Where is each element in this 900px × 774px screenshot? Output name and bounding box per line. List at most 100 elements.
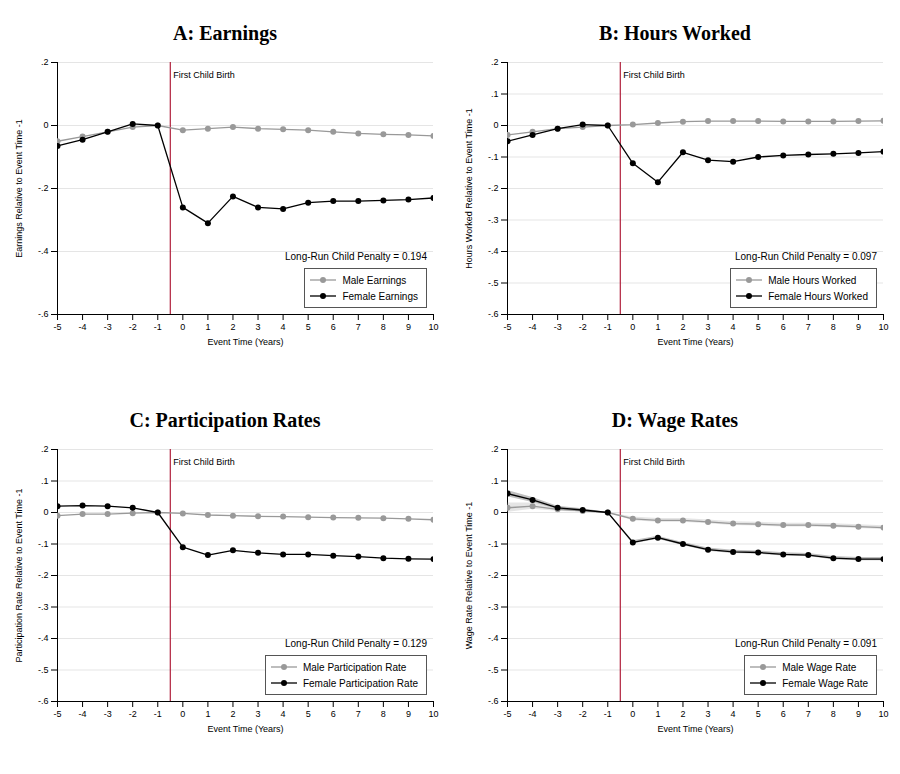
svg-text:-2: -2 (579, 709, 587, 719)
svg-text:5: 5 (756, 709, 761, 719)
svg-text:-2: -2 (129, 709, 137, 719)
svg-text:-.5: -.5 (488, 278, 499, 288)
svg-text:.1: .1 (491, 476, 499, 486)
svg-text:-3: -3 (104, 709, 112, 719)
svg-text:Wage Rate Relative to Event Ti: Wage Rate Relative to Event Time -1 (464, 502, 474, 650)
svg-text:0: 0 (180, 322, 185, 332)
svg-text:4: 4 (731, 709, 736, 719)
svg-text:8: 8 (381, 322, 386, 332)
svg-text:-.2: -.2 (38, 570, 49, 580)
svg-text:-1: -1 (604, 709, 612, 719)
svg-text:-.6: -.6 (38, 309, 49, 319)
svg-text:2: 2 (230, 322, 235, 332)
svg-text:-5: -5 (503, 322, 511, 332)
svg-text:-.5: -.5 (488, 665, 499, 675)
svg-text:.1: .1 (41, 476, 49, 486)
svg-text:First Child Birth: First Child Birth (623, 70, 685, 80)
svg-text:-3: -3 (554, 322, 562, 332)
svg-text:4: 4 (281, 322, 286, 332)
svg-text:-5: -5 (503, 709, 511, 719)
svg-text:.2: .2 (491, 444, 499, 454)
svg-text:9: 9 (856, 322, 861, 332)
svg-text:-1: -1 (154, 709, 162, 719)
svg-text:0: 0 (180, 709, 185, 719)
svg-text:10: 10 (428, 322, 438, 332)
svg-text:2: 2 (230, 709, 235, 719)
svg-text:3: 3 (256, 709, 261, 719)
svg-text:7: 7 (806, 709, 811, 719)
svg-text:9: 9 (406, 709, 411, 719)
svg-text:3: 3 (256, 322, 261, 332)
svg-text:5: 5 (306, 709, 311, 719)
svg-text:6: 6 (331, 709, 336, 719)
svg-text:2: 2 (680, 709, 685, 719)
svg-text:3: 3 (706, 322, 711, 332)
svg-text:-5: -5 (53, 709, 61, 719)
svg-text:-4: -4 (529, 322, 537, 332)
svg-text:10: 10 (878, 709, 888, 719)
svg-text:-.3: -.3 (38, 602, 49, 612)
svg-text:Participation Rate Relative to: Participation Rate Relative to Event Tim… (14, 488, 24, 662)
svg-text:5: 5 (306, 322, 311, 332)
svg-text:10: 10 (428, 709, 438, 719)
svg-text:-.3: -.3 (488, 215, 499, 225)
svg-text:-.6: -.6 (488, 309, 499, 319)
svg-text:0: 0 (493, 120, 498, 130)
svg-text:.2: .2 (491, 57, 499, 67)
svg-text:-.5: -.5 (38, 665, 49, 675)
svg-text:.2: .2 (41, 57, 49, 67)
svg-text:8: 8 (831, 322, 836, 332)
svg-text:First Child Birth: First Child Birth (173, 70, 235, 80)
svg-text:1: 1 (655, 709, 660, 719)
svg-text:-.2: -.2 (38, 183, 49, 193)
svg-text:9: 9 (406, 322, 411, 332)
svg-text:Event Time (Years): Event Time (Years) (207, 337, 283, 347)
svg-text:-2: -2 (579, 322, 587, 332)
svg-text:-.4: -.4 (488, 246, 499, 256)
svg-text:0: 0 (630, 709, 635, 719)
svg-text:-.4: -.4 (38, 246, 49, 256)
svg-text:1: 1 (655, 322, 660, 332)
svg-text:-2: -2 (129, 322, 137, 332)
svg-text:0: 0 (493, 507, 498, 517)
svg-text:0: 0 (43, 120, 48, 130)
svg-text:5: 5 (756, 322, 761, 332)
svg-text:-.1: -.1 (488, 152, 499, 162)
svg-text:3: 3 (706, 709, 711, 719)
svg-text:-4: -4 (529, 709, 537, 719)
svg-text:7: 7 (806, 322, 811, 332)
svg-text:9: 9 (856, 709, 861, 719)
svg-text:6: 6 (781, 709, 786, 719)
svg-text:4: 4 (281, 709, 286, 719)
svg-text:-4: -4 (79, 709, 87, 719)
svg-text:-.4: -.4 (488, 633, 499, 643)
svg-text:8: 8 (831, 709, 836, 719)
svg-text:Earnings Relative to Event Tim: Earnings Relative to Event Time -1 (14, 119, 24, 258)
svg-text:.2: .2 (41, 444, 49, 454)
svg-text:-.2: -.2 (488, 570, 499, 580)
svg-text:Event Time (Years): Event Time (Years) (657, 724, 733, 734)
svg-text:0: 0 (43, 507, 48, 517)
svg-text:10: 10 (878, 322, 888, 332)
svg-text:6: 6 (781, 322, 786, 332)
svg-text:First Child Birth: First Child Birth (623, 457, 685, 467)
svg-text:8: 8 (381, 709, 386, 719)
svg-text:-3: -3 (554, 709, 562, 719)
svg-text:6: 6 (331, 322, 336, 332)
svg-text:2: 2 (680, 322, 685, 332)
svg-text:Hours Worked Relative to Event: Hours Worked Relative to Event Time -1 (464, 108, 474, 268)
svg-text:First Child Birth: First Child Birth (173, 457, 235, 467)
svg-text:-.6: -.6 (38, 696, 49, 706)
svg-text:1: 1 (205, 709, 210, 719)
svg-text:-1: -1 (154, 322, 162, 332)
svg-text:7: 7 (356, 322, 361, 332)
svg-text:7: 7 (356, 709, 361, 719)
svg-text:-3: -3 (104, 322, 112, 332)
svg-text:Event Time (Years): Event Time (Years) (657, 337, 733, 347)
svg-text:Event Time (Years): Event Time (Years) (207, 724, 283, 734)
svg-text:4: 4 (731, 322, 736, 332)
svg-text:-.2: -.2 (488, 183, 499, 193)
svg-text:1: 1 (205, 322, 210, 332)
svg-text:-5: -5 (53, 322, 61, 332)
svg-text:.1: .1 (491, 89, 499, 99)
